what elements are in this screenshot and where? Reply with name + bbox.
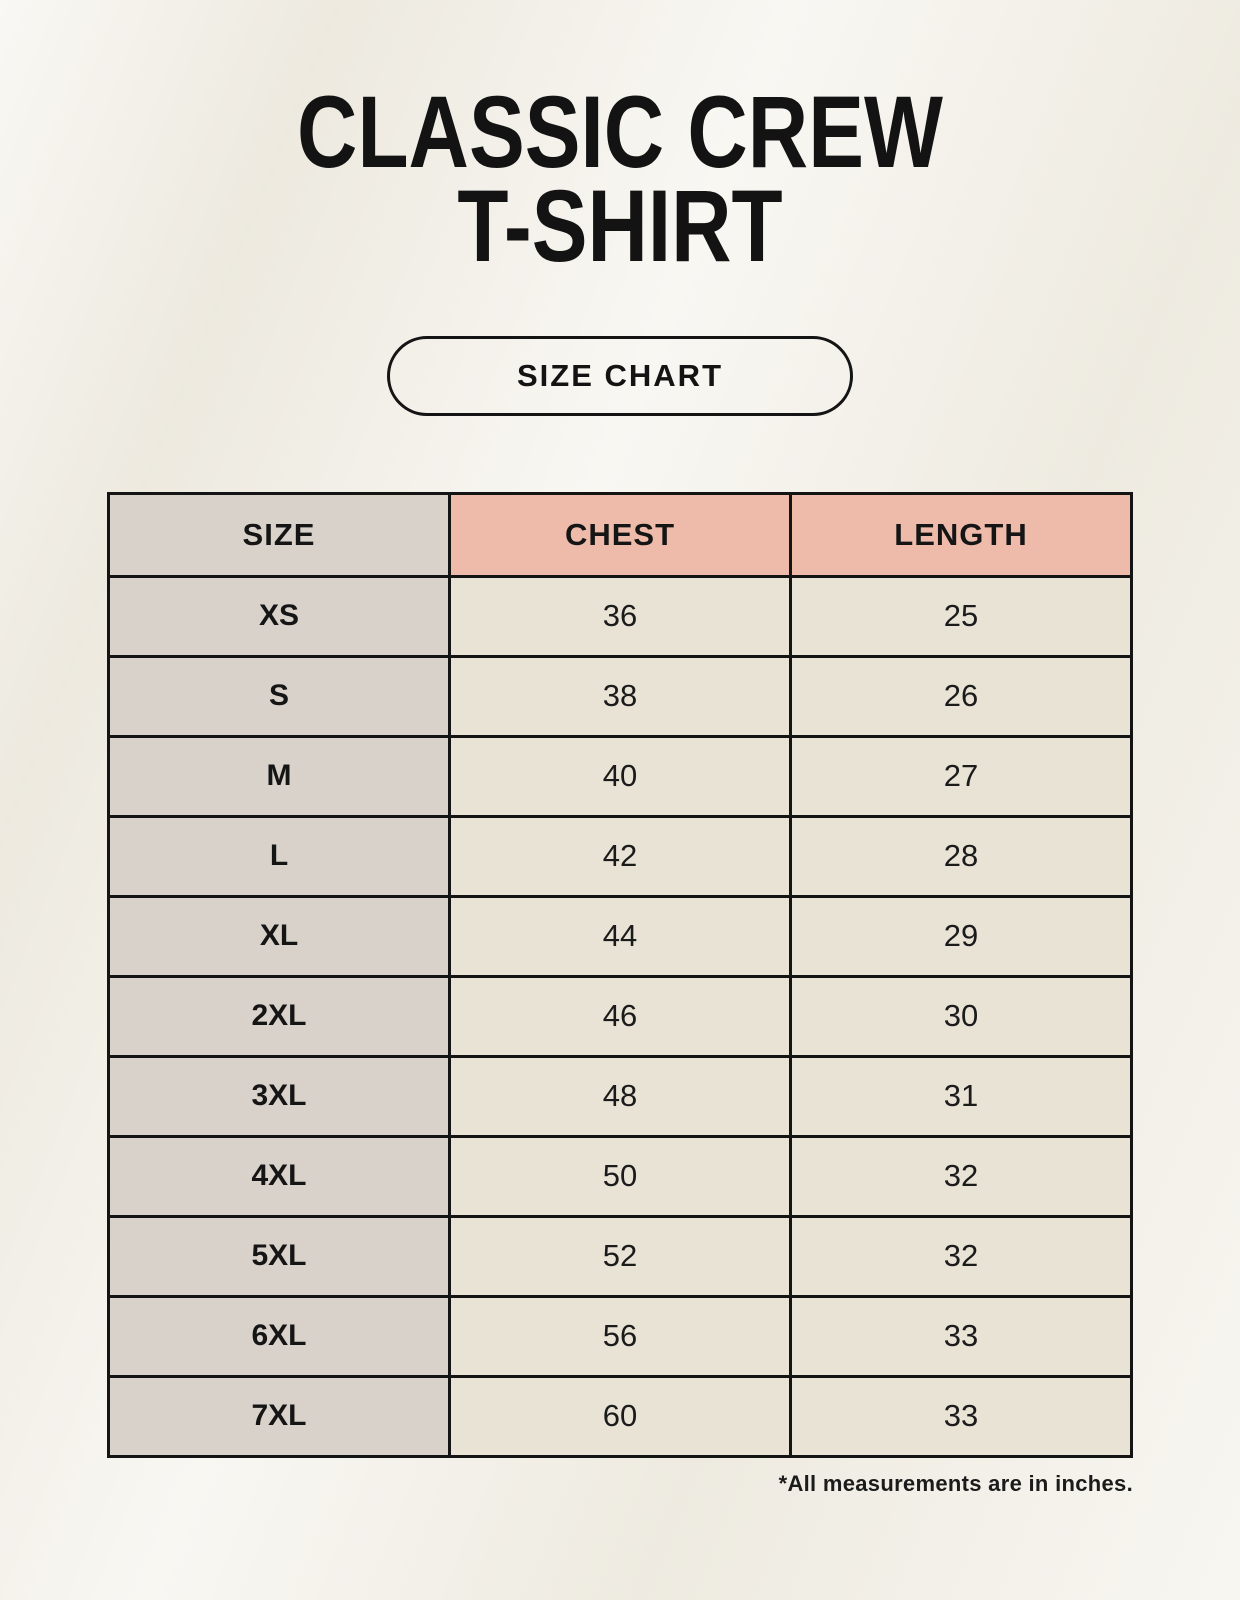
size-chart-badge-label: SIZE CHART	[517, 357, 723, 393]
table-row: 3XL 48 31	[107, 1054, 1133, 1138]
table-cell-chest: 48	[448, 1054, 792, 1138]
size-chart-badge: SIZE CHART	[387, 335, 853, 416]
size-table: SIZE CHEST LENGTH XS 36 25 S 38 26 M 40 …	[107, 491, 1133, 1458]
table-row: M 40 27	[107, 734, 1133, 818]
page-title-line-2: T-SHIRT	[457, 168, 783, 283]
table-cell-length: 33	[789, 1374, 1133, 1458]
column-header-chest: CHEST	[448, 491, 792, 578]
column-header-length: LENGTH	[789, 491, 1133, 578]
table-cell-length: 32	[789, 1214, 1133, 1298]
table-cell-chest: 36	[448, 574, 792, 658]
table-row: 4XL 50 32	[107, 1134, 1133, 1218]
table-row: S 38 26	[107, 654, 1133, 738]
measurements-footnote: *All measurements are in inches.	[778, 1470, 1133, 1496]
table-cell-size: 3XL	[107, 1054, 451, 1138]
table-cell-length: 27	[789, 734, 1133, 818]
table-cell-size: M	[107, 734, 451, 818]
table-cell-size: 7XL	[107, 1374, 451, 1458]
table-row: 6XL 56 33	[107, 1294, 1133, 1378]
table-cell-size: 6XL	[107, 1294, 451, 1378]
table-cell-length: 30	[789, 974, 1133, 1058]
table-cell-length: 28	[789, 814, 1133, 898]
table-cell-chest: 56	[448, 1294, 792, 1378]
column-header-size: SIZE	[107, 491, 451, 578]
table-cell-size: S	[107, 654, 451, 738]
table-cell-length: 26	[789, 654, 1133, 738]
table-cell-size: L	[107, 814, 451, 898]
table-row: 7XL 60 33	[107, 1374, 1133, 1458]
table-cell-chest: 50	[448, 1134, 792, 1218]
table-cell-size: 4XL	[107, 1134, 451, 1218]
table-header-row: SIZE CHEST LENGTH	[107, 491, 1133, 578]
table-cell-chest: 38	[448, 654, 792, 738]
table-row: 2XL 46 30	[107, 974, 1133, 1058]
table-cell-chest: 44	[448, 894, 792, 978]
table-cell-chest: 42	[448, 814, 792, 898]
table-cell-chest: 52	[448, 1214, 792, 1298]
table-cell-chest: 60	[448, 1374, 792, 1458]
table-cell-length: 33	[789, 1294, 1133, 1378]
page-title-line-1: CLASSIC CREW	[297, 75, 943, 189]
page-title: CLASSIC CREW T-SHIRT	[112, 75, 1129, 283]
table-cell-length: 29	[789, 894, 1133, 978]
table-cell-length: 25	[789, 574, 1133, 658]
table-row: L 42 28	[107, 814, 1133, 898]
table-cell-chest: 40	[448, 734, 792, 818]
table-cell-size: 2XL	[107, 974, 451, 1058]
table-cell-size: XS	[107, 574, 451, 658]
table-cell-length: 32	[789, 1134, 1133, 1218]
table-cell-size: 5XL	[107, 1214, 451, 1298]
table-row: XL 44 29	[107, 894, 1133, 978]
table-row: XS 36 25	[107, 574, 1133, 658]
table-row: 5XL 52 32	[107, 1214, 1133, 1298]
table-cell-chest: 46	[448, 974, 792, 1058]
table-cell-length: 31	[789, 1054, 1133, 1138]
table-cell-size: XL	[107, 894, 451, 978]
